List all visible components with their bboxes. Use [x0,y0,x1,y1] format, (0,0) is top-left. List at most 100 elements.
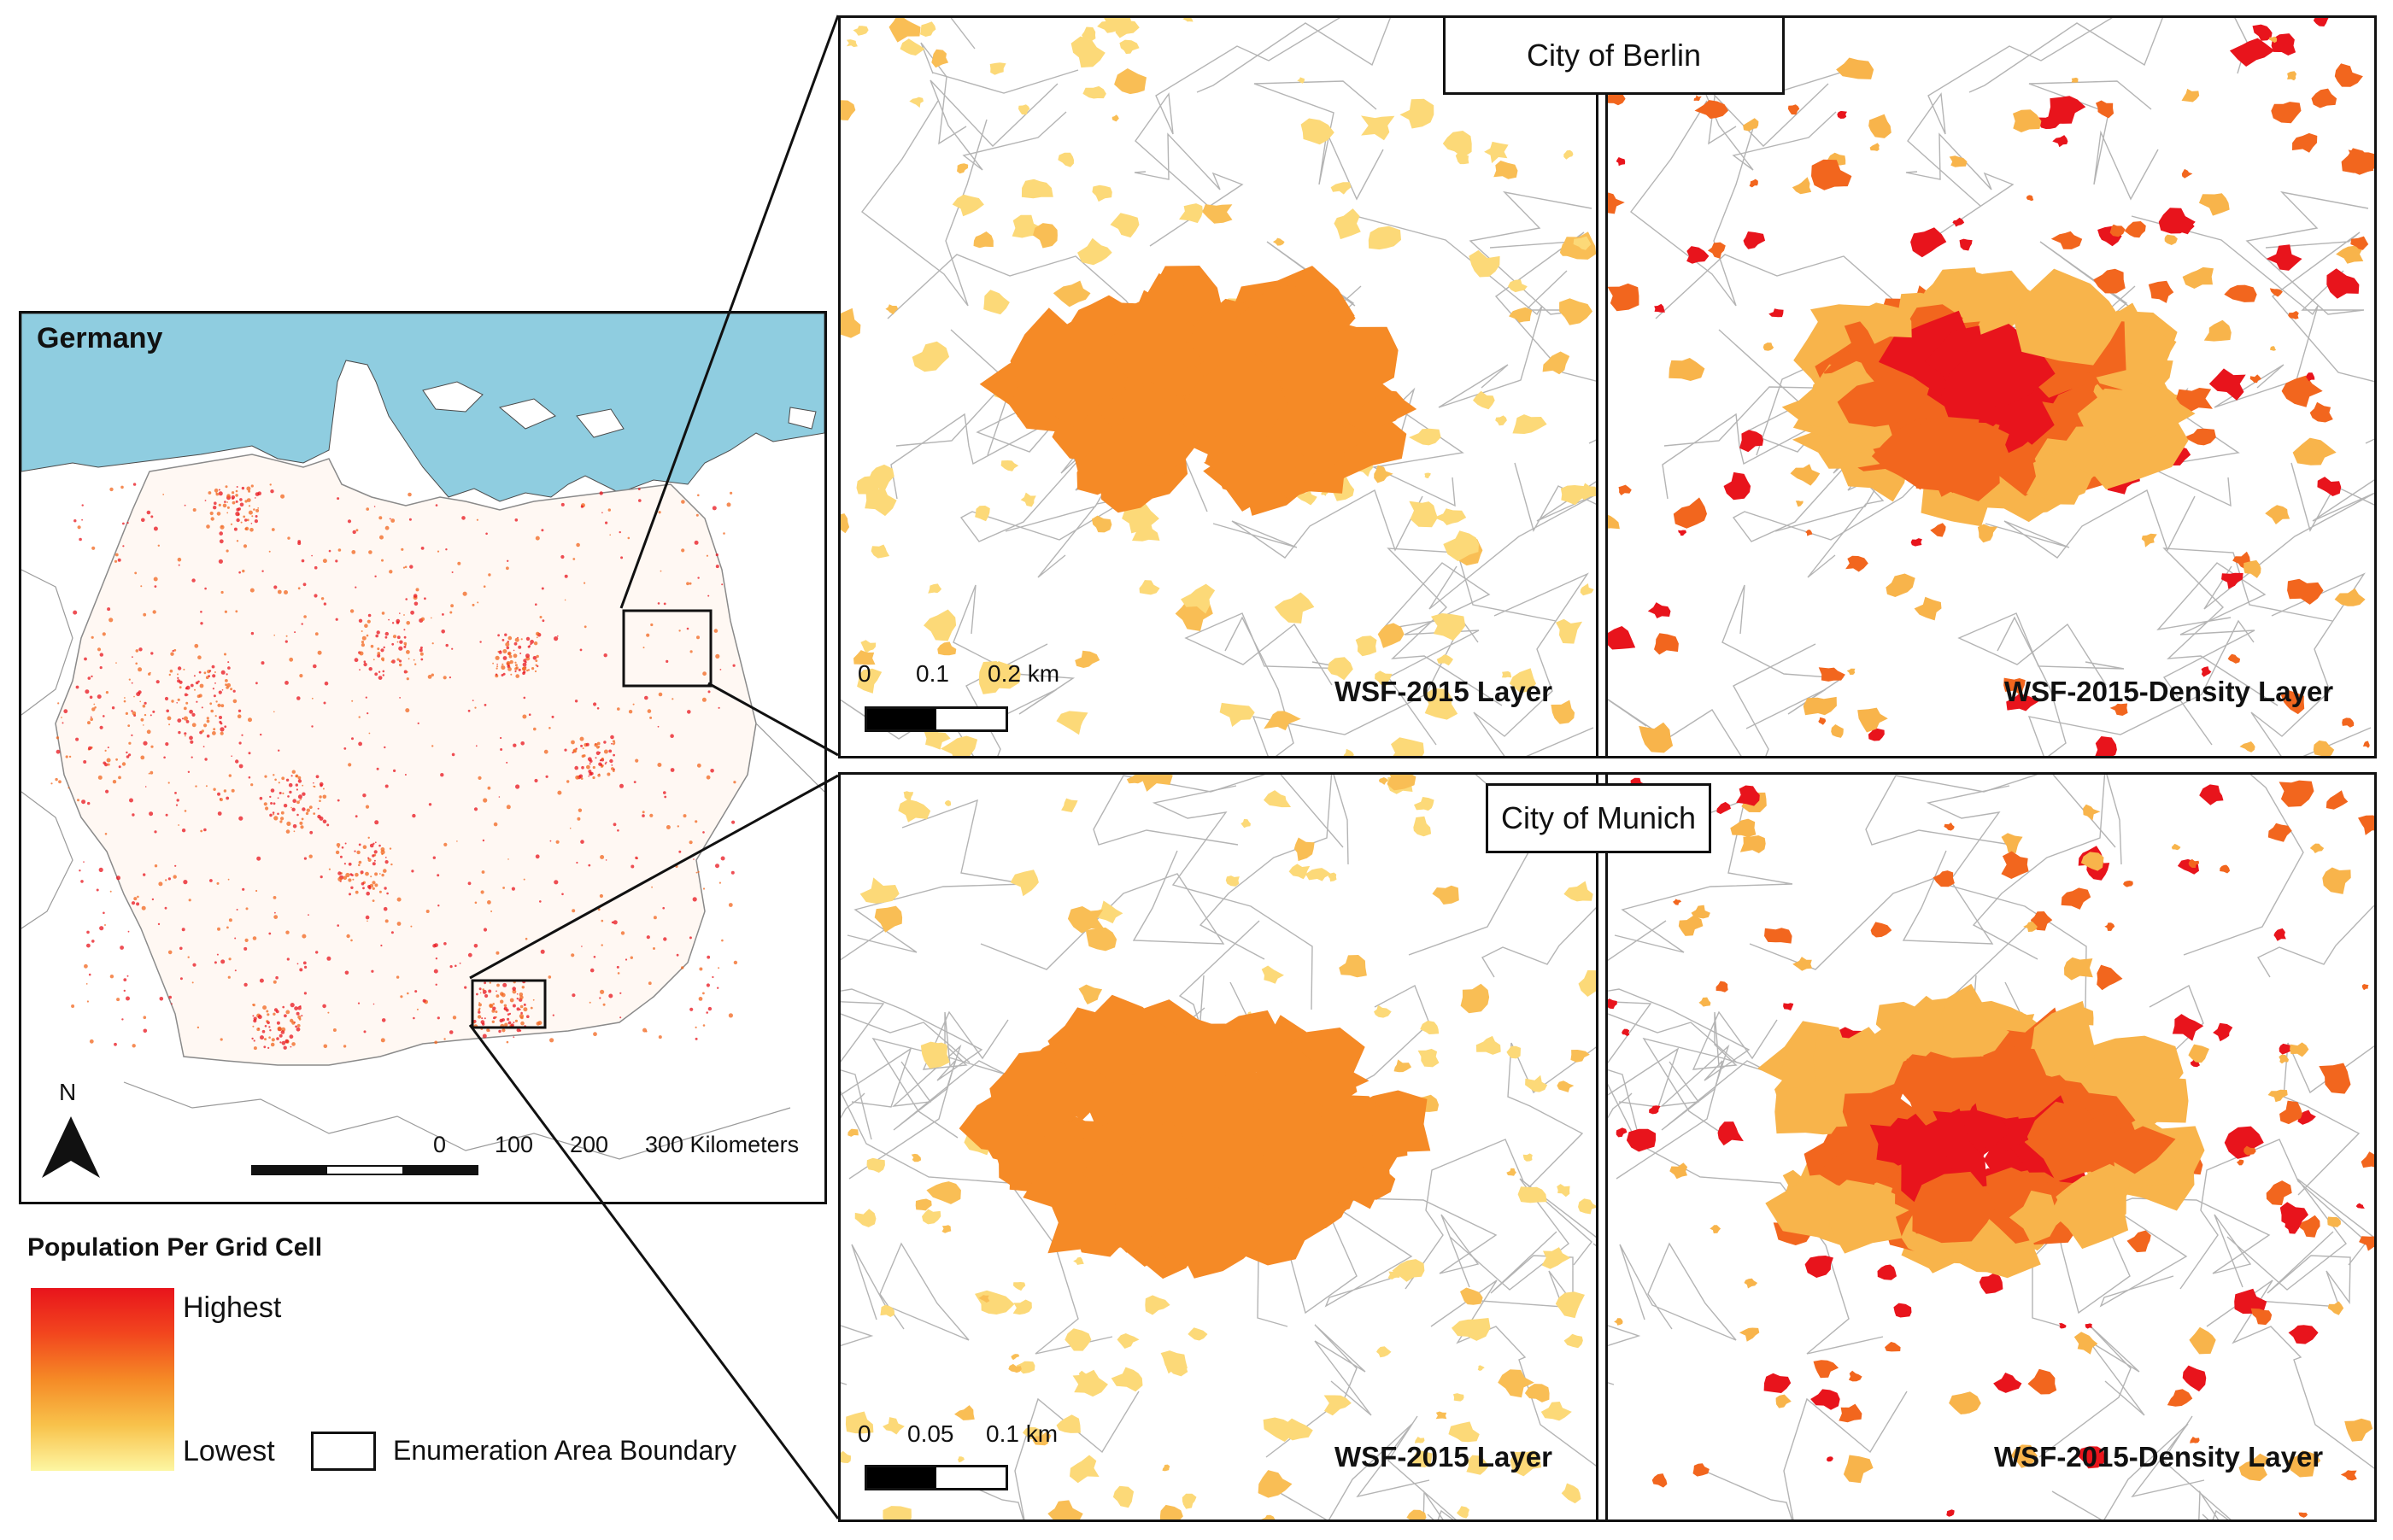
settlement-dot [719,669,722,670]
enumeration-boundary [1957,612,2125,686]
settlement-patch [1361,115,1395,141]
city-core-patch [1907,416,2009,501]
munich-density-map [1608,775,2374,1520]
settlement-dot [697,870,700,873]
settlement-patch [1608,283,1639,312]
settlement-dot [619,530,621,534]
settlement-dot [635,758,639,763]
settlement-patch [1012,1299,1032,1315]
settlement-dot [539,900,542,903]
enumeration-boundary [1449,1178,1597,1291]
settlement-dot [512,987,516,991]
settlement-dot [75,685,79,689]
settlement-patch [1355,635,1377,657]
settlement-dot [264,1038,267,1041]
settlement-dot [219,539,224,544]
settlement-dot [181,928,185,932]
city-core-patch [2026,449,2093,501]
settlement-dot [632,703,635,706]
settlement-dot [601,512,603,513]
settlement-patch [1393,1059,1412,1073]
munich-density-blobs [1608,777,2374,1518]
settlement-dot [205,676,209,679]
settlement-dot [277,812,279,816]
enumeration-boundary [2256,1231,2351,1308]
settlement-patch [2326,268,2360,299]
settlement-dot [296,1027,301,1032]
settlement-dot [196,694,201,699]
settlement-dot [658,1035,662,1039]
settlement-dot [181,717,184,720]
settlement-patch [1111,114,1119,122]
settlement-dot [677,825,679,828]
settlement-dot [151,898,155,901]
settlement-dot [152,710,155,713]
settlement-dot [699,967,703,971]
settlement-dot [300,825,304,829]
settlement-dot [354,850,356,852]
settlement-dot [205,785,208,788]
settlement-patch [1077,237,1112,266]
settlement-dot [241,486,245,490]
settlement-dot [80,880,84,883]
settlement-patch [2322,867,2351,894]
settlement-dot [687,710,691,714]
settlement-dot [322,559,327,564]
settlement-patch [898,799,931,823]
settlement-dot [138,667,143,672]
settlement-dot [315,951,319,954]
settlement-patch [2327,1301,2344,1315]
settlement-dot [220,731,224,735]
settlement-patch [2220,864,2231,874]
settlement-dot [248,776,251,779]
settlement-dot [354,658,359,663]
settlement-dot [277,1026,282,1031]
settlement-dot [589,772,593,776]
settlement-dot [389,570,393,574]
settlement-dot [479,992,482,994]
settlement-dot [287,795,290,798]
settlement-patch [2171,843,2181,851]
enumeration-boundary [1608,1325,1641,1385]
settlement-dot [337,497,340,501]
settlement-dot [198,670,202,674]
settlement-dot [273,774,275,776]
enumeration-boundary [1265,1324,1372,1458]
settlement-dot [150,745,154,748]
settlement-dot [367,619,371,624]
enumeration-boundary [1997,616,2067,756]
settlement-dot [435,957,438,960]
settlement-dot [380,847,385,852]
enumeration-boundary [2203,479,2374,610]
settlement-dot [123,989,126,993]
settlement-dot [218,503,221,507]
settlement-dot [712,506,717,511]
settlement-patch [2297,1215,2320,1238]
settlement-patch [1323,1395,1352,1416]
settlement-dot [282,1005,285,1009]
settlement-dot [133,897,138,901]
settlement-dot [402,566,406,569]
settlement-dot [581,946,583,947]
settlement-patch [1792,957,1813,971]
settlement-dot [478,1002,480,1004]
settlement-dot [472,700,474,701]
settlement-dot [284,1014,287,1018]
settlement-dot [299,1005,302,1008]
settlement-dot [435,504,438,507]
settlement-dot [289,1034,294,1039]
settlement-patch [2326,790,2349,810]
settlement-dot [620,556,624,559]
city-core-patch [1816,1148,1899,1199]
settlement-dot [194,688,196,691]
settlement-patch [1110,213,1140,238]
settlement-dot [584,625,587,629]
settlement-dot [382,670,385,673]
settlement-dot [194,643,199,648]
settlement-dot [596,707,600,710]
settlement-dot [653,916,657,920]
settlement-dot [522,714,527,719]
settlement-patch [1111,1367,1143,1392]
settlement-dot [216,512,221,516]
settlement-patch [1013,1282,1026,1291]
